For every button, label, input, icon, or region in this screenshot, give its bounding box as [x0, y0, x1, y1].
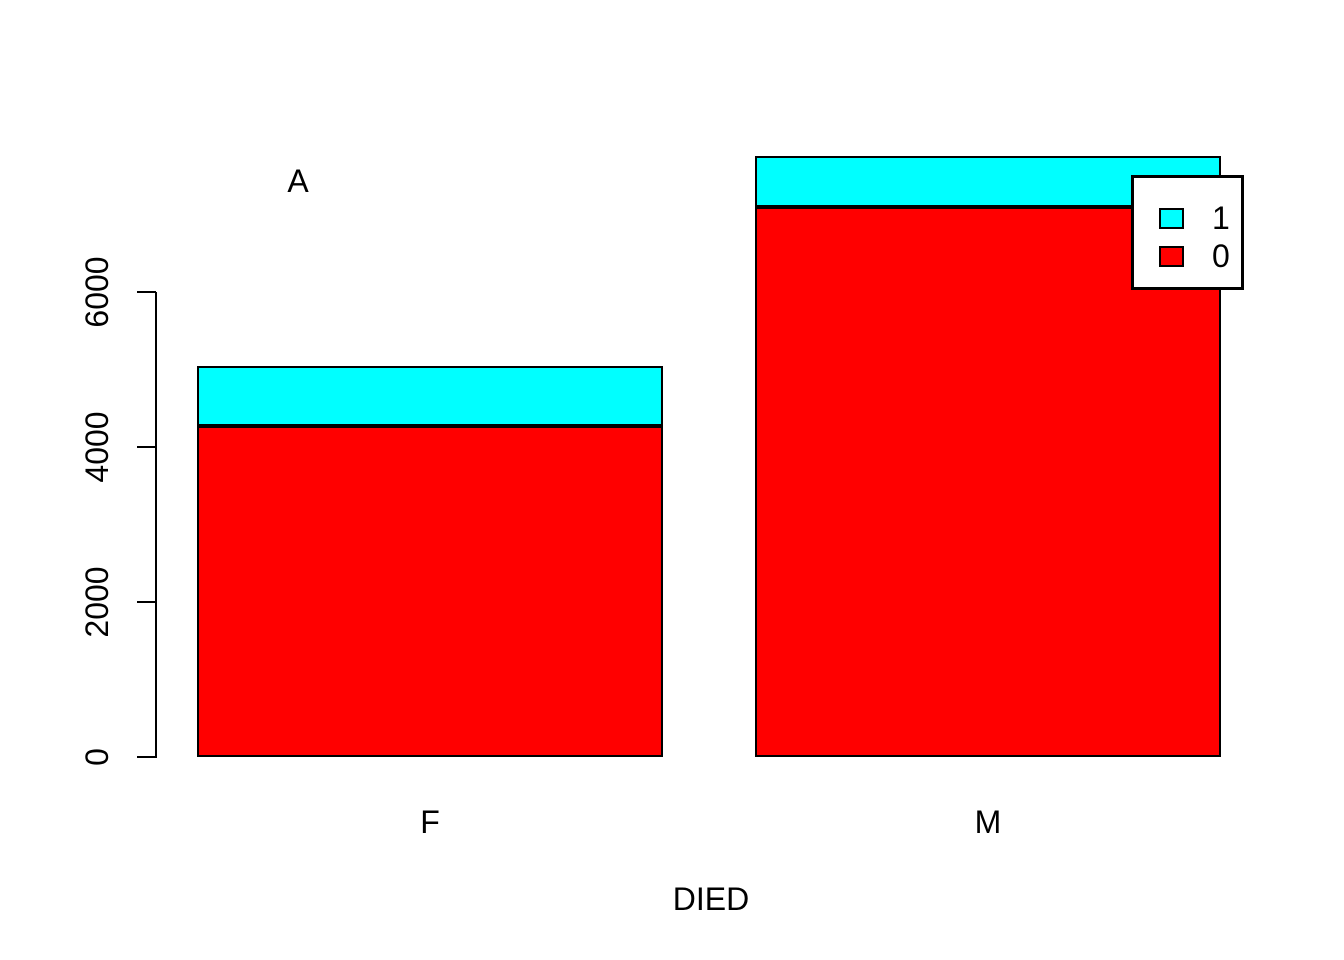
y-tick-label-4000: 4000	[79, 411, 115, 483]
legend-label-0: 0	[1212, 238, 1230, 274]
legend-label-1: 1	[1212, 200, 1230, 236]
y-tick-label-2000: 2000	[79, 566, 115, 638]
bar-segment-F-1	[197, 366, 663, 427]
y-tick-2000	[137, 601, 156, 603]
chart-title: A	[287, 163, 309, 199]
y-tick-6000	[137, 291, 156, 293]
y-tick-4000	[137, 446, 156, 448]
legend-item-0: 0	[1159, 240, 1230, 272]
bar-segment-F-0	[197, 426, 663, 757]
x-category-label-F: F	[420, 804, 440, 840]
y-tick-label-0: 0	[79, 748, 115, 766]
y-tick-0	[137, 756, 156, 758]
y-axis-line	[155, 292, 157, 758]
legend-item-1: 1	[1159, 202, 1230, 234]
y-tick-label-6000: 6000	[79, 256, 115, 328]
bar-segment-M-0	[755, 206, 1221, 757]
legend-swatch-0	[1159, 245, 1184, 267]
x-axis-title: DIED	[672, 881, 750, 917]
x-category-label-M: M	[974, 804, 1002, 840]
legend: 1 0	[1131, 175, 1244, 290]
legend-swatch-1	[1159, 207, 1184, 229]
